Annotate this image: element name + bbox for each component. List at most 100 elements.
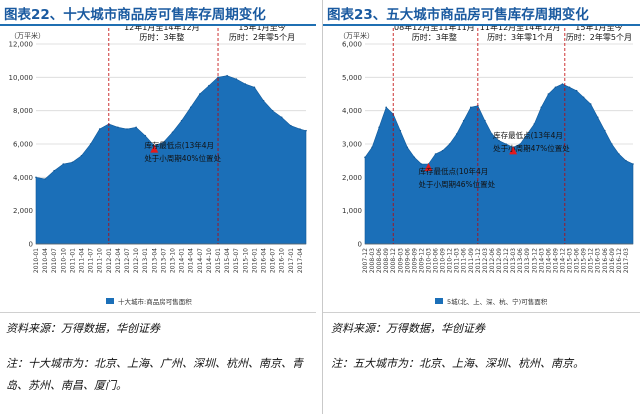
x-tick-label: 2014-03 [538,248,545,273]
y-tick-label: 0 [358,241,362,249]
data-point [98,128,101,130]
data-point [126,128,128,130]
data-point [71,161,74,164]
data-point [180,119,183,122]
period-annotation: 08年12月至11年11月 [394,26,475,32]
data-point [62,163,65,165]
y-tick-label: 0 [29,241,33,249]
low-point-label: 库存最低点(10年4月 [418,166,488,176]
x-tick-label: 2016-09 [609,248,616,273]
data-point [290,124,292,127]
x-tick-label: 2011-12 [475,248,482,273]
x-tick-label: 2016-06 [602,248,609,273]
low-point-label: 处于小周期47%位置处 [493,143,570,153]
data-point [413,156,416,159]
data-point [208,84,210,87]
data-point [171,131,174,134]
x-tick-label: 2013-09 [524,248,531,273]
x-tick-label: 2015-09 [581,248,588,273]
x-tick-label: 2015-01 [215,248,222,273]
data-point [505,143,507,145]
x-tick-label: 2015-03 [567,248,574,273]
x-tick-label: 2014-01 [179,248,186,273]
x-tick-label: 2016-10 [279,248,286,273]
x-tick-label: 2011-07 [88,248,95,273]
period-annotation: 15年1月至今 [575,26,622,32]
data-point [589,103,592,105]
legend-swatch [106,298,114,304]
data-point [618,153,620,155]
data-point [611,143,613,145]
x-tick-label: 2007-12 [362,248,369,273]
x-tick-label: 2012-10 [133,248,140,273]
x-tick-label: 2016-12 [616,248,623,273]
x-tick-label: 2009-12 [418,248,425,273]
low-point-label: 库存最低点(13年4月 [144,140,214,150]
period-annotation: 历时：3年整 [139,32,184,42]
low-point-marker [424,163,433,171]
x-tick-label: 2014-09 [552,248,559,273]
source-text: 资料来源：万得数据，华创证券 [331,322,485,335]
x-tick-label: 2010-12 [447,248,454,273]
data-point [554,86,557,89]
data-point [144,134,147,137]
x-tick-label: 2017-03 [623,248,630,273]
data-point [455,133,458,135]
data-point [299,128,301,130]
x-tick-label: 2015-04 [224,248,231,273]
legend-label: 十大城市:商品房可售面积 [118,297,192,306]
x-tick-label: 2017-01 [288,248,295,273]
x-tick-label: 2013-12 [531,248,538,273]
data-point [498,139,500,142]
x-tick-label: 2016-07 [270,248,277,273]
x-tick-label: 2010-04 [42,248,49,273]
data-point [199,93,201,95]
note-text: 注：五大城市为：北京、上海、深圳、杭州、南京。 [331,357,584,370]
data-point [547,93,550,95]
period-annotation: 历时：2年零5个月 [566,32,632,42]
period-annotation: 12年1月至14年12月 [124,26,200,32]
x-tick-label: 2012-04 [115,248,122,273]
x-tick-label: 2016-04 [261,248,268,273]
period-annotation: 历时：2年零5个月 [229,32,295,42]
data-point [625,159,627,162]
y-tick-label: 12,000 [9,41,34,49]
data-point [189,106,192,109]
x-tick-label: 2015-10 [242,248,249,273]
data-point [596,116,599,119]
x-tick-label: 2016-03 [595,248,602,273]
data-point [53,169,56,172]
x-tick-label: 2009-06 [404,248,411,273]
x-tick-label: 2012-07 [124,248,131,273]
low-point-label: 库存最低点(13年4月 [493,130,563,140]
data-point [448,143,451,145]
x-tick-label: 2014-04 [188,248,195,273]
chart-title-bar: 图表22、十大城市商品房可售库存周期变化 [0,0,316,26]
x-tick-label: 2012-03 [482,248,489,273]
y-tick-label: 5,000 [342,74,362,82]
data-point [364,156,366,159]
area-series [35,75,307,245]
data-point [305,129,307,132]
period-annotation: 11年12月至14年12月 [480,26,561,32]
data-point [135,126,137,129]
x-tick-label: 2008-09 [383,248,390,273]
area-series [364,83,634,245]
x-tick-label: 2017-04 [297,248,304,273]
x-tick-label: 2010-01 [33,248,40,273]
data-point [385,106,387,109]
x-tick-label: 2009-09 [411,248,418,273]
y-tick-label: 10,000 [9,74,34,82]
data-point [568,86,571,89]
data-point [632,163,634,165]
data-point [89,143,92,145]
x-tick-label: 2014-12 [559,248,566,273]
x-tick-label: 2013-01 [142,248,149,273]
x-tick-label: 2011-06 [461,248,468,273]
data-point [462,119,465,122]
legend-label: 5城(北、上、深、杭、宁)可售面积 [447,297,548,306]
inventory-area-chart-ten-cities: 0 2,000 4,000 6,000 8,000 10,000 12,000（万平米） 20… [9,26,307,306]
x-tick-label: 2010-10 [60,248,67,273]
x-tick-label: 2014-10 [206,248,213,273]
x-tick-label: 2010-09 [440,248,447,273]
